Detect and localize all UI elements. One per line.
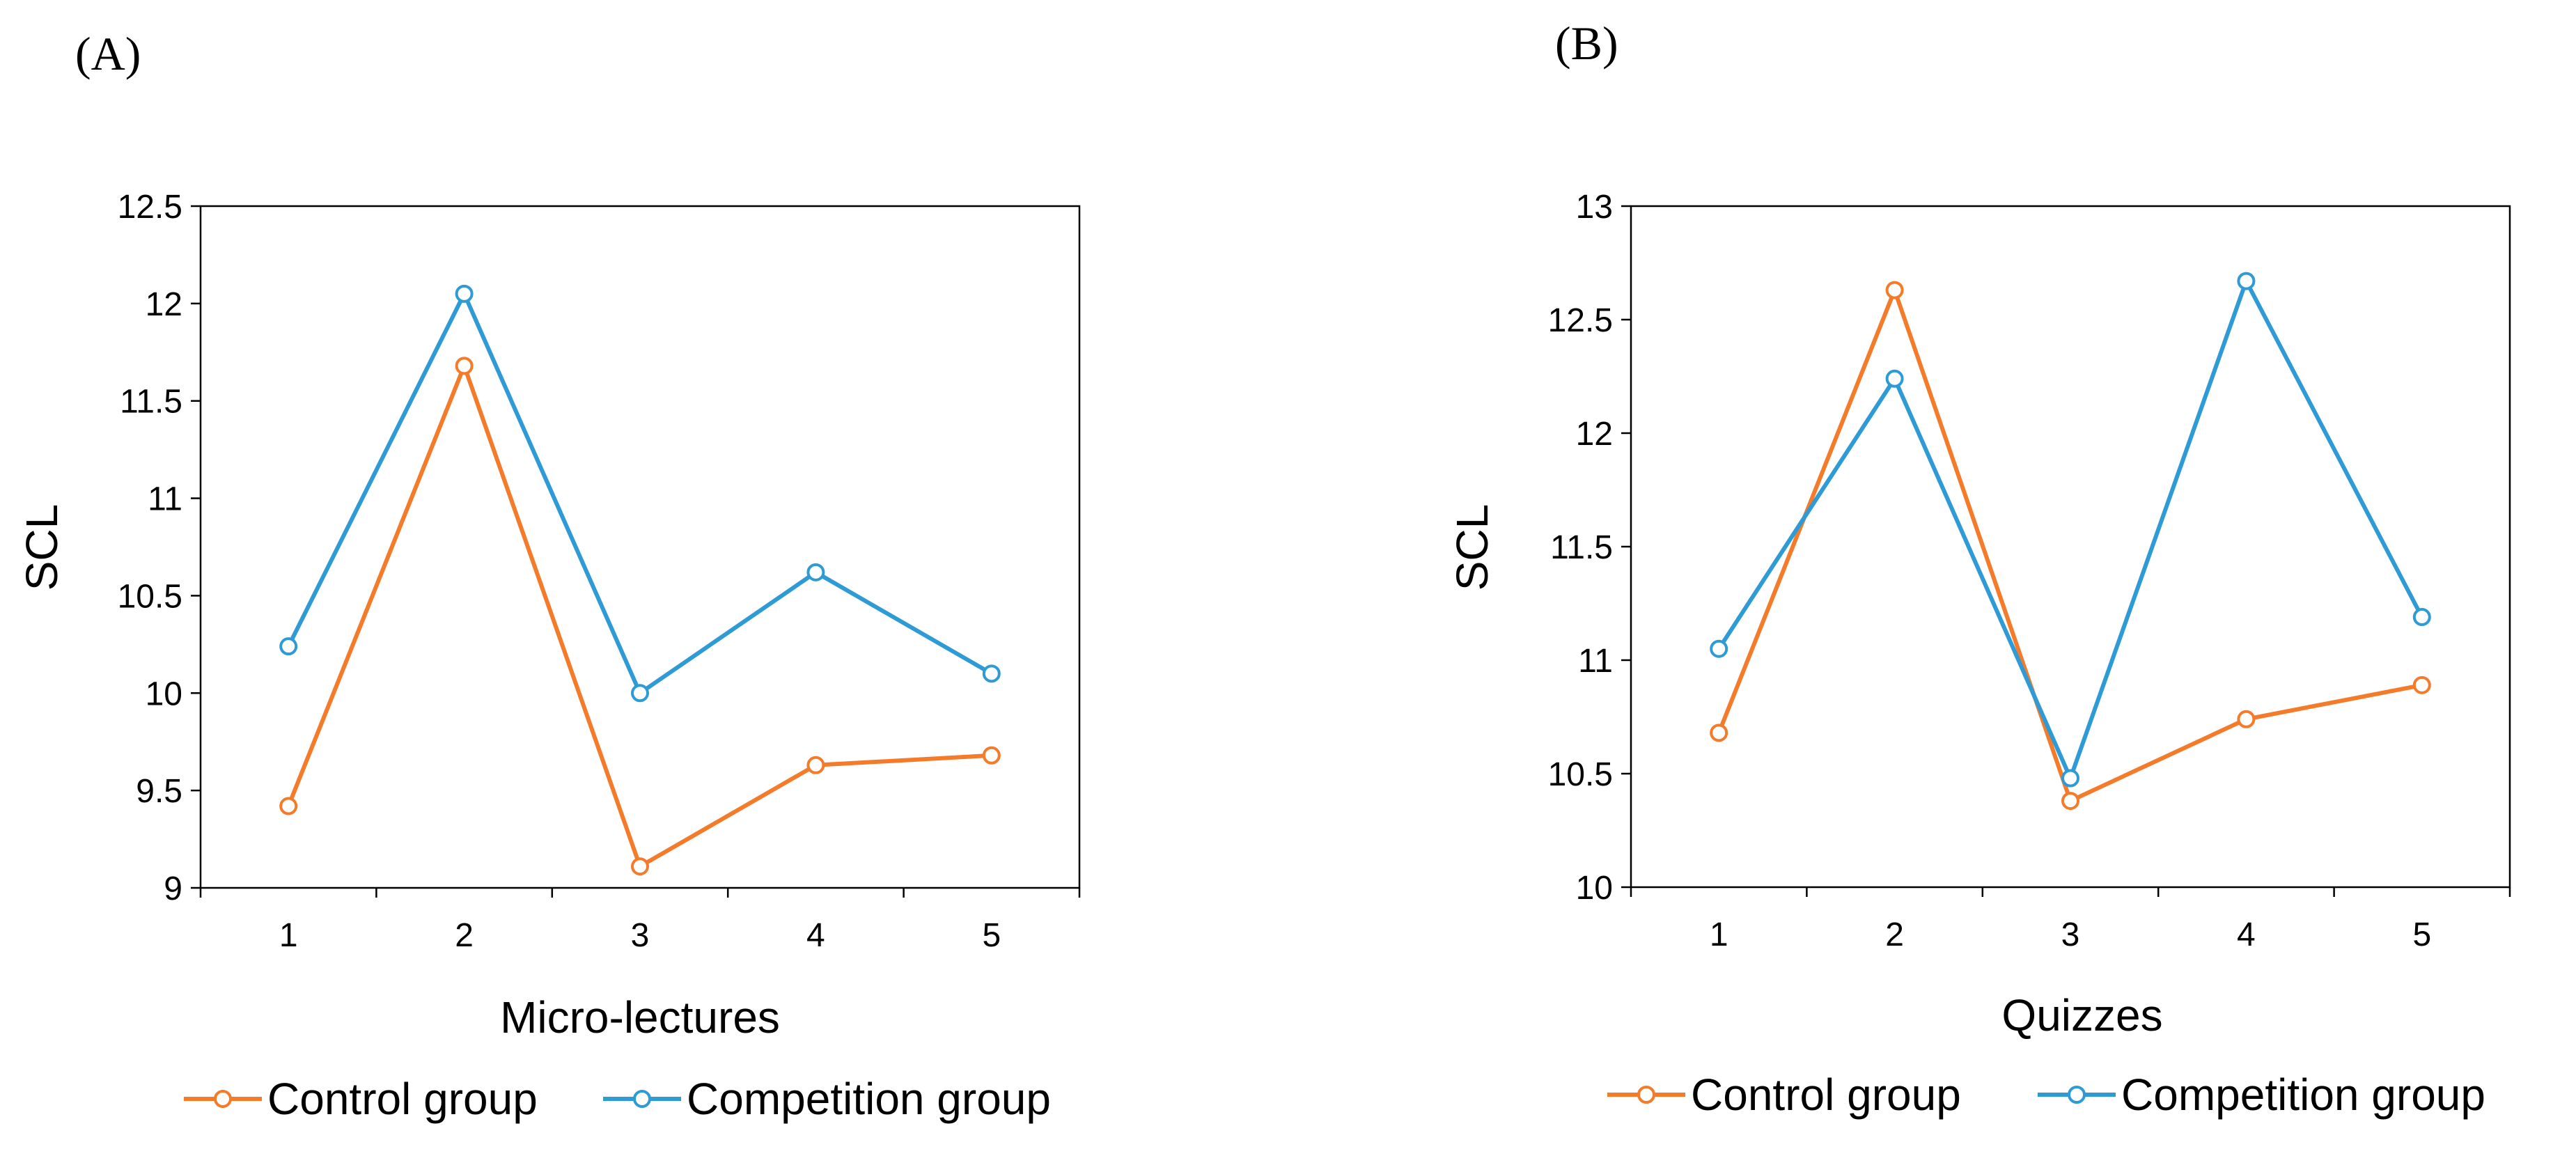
data-point-competition <box>279 637 298 656</box>
y-tick-label: 9.5 <box>136 773 182 810</box>
data-point-control <box>279 797 298 815</box>
x-axis-title-b: Quizzes <box>2001 990 2162 1040</box>
y-tick-label: 9 <box>164 870 182 907</box>
data-point-control <box>2061 792 2079 811</box>
y-tick-label: 12.5 <box>118 189 182 226</box>
data-point-competition <box>982 664 1001 683</box>
data-point-competition <box>2237 272 2256 290</box>
legend-item-control-b: Control group <box>1607 1070 1961 1120</box>
data-point-control <box>455 357 474 375</box>
x-tick-label: 2 <box>1885 916 1904 953</box>
series-layer-a <box>279 284 1001 876</box>
y-tick-label: 11.5 <box>120 384 182 421</box>
legend-label-competition-b: Competition group <box>2121 1070 2485 1120</box>
y-tick-label: 11.5 <box>1550 529 1613 566</box>
y-tick-label: 12 <box>1576 416 1613 453</box>
x-tick-label: 4 <box>806 917 825 954</box>
data-point-control <box>806 756 825 774</box>
y-tick-label: 13 <box>1576 189 1613 226</box>
data-point-competition <box>1710 639 1728 658</box>
x-tick-label: 2 <box>455 917 474 954</box>
data-point-competition <box>2412 608 2431 627</box>
data-point-control <box>2412 675 2431 694</box>
plot-area-a <box>199 205 1081 889</box>
data-point-competition <box>455 284 474 303</box>
panel-label-a: (A) <box>75 27 141 80</box>
legend-label-control-a: Control group <box>267 1074 538 1124</box>
legend-marker-control-a <box>214 1090 232 1108</box>
x-axis-b: 1 2 3 4 5 <box>1630 887 2511 953</box>
x-axis-a: 1 2 3 4 5 <box>199 888 1081 954</box>
y-tick-label: 11 <box>148 481 182 518</box>
x-tick-label: 4 <box>2237 916 2256 953</box>
x-tick-label: 1 <box>279 917 298 954</box>
y-axis-title-b: SCL <box>1447 504 1497 591</box>
legend-marker-control-b <box>1637 1086 1655 1104</box>
x-tick-label: 5 <box>982 917 1001 954</box>
y-tick-label: 10.5 <box>1548 756 1613 793</box>
data-point-competition <box>631 684 649 703</box>
series-layer-b <box>1710 272 2431 811</box>
legend-item-competition-a: Competition group <box>603 1074 1051 1124</box>
data-point-competition <box>2061 769 2079 788</box>
legend-label-control-b: Control group <box>1691 1070 1961 1120</box>
series-line-control <box>286 364 994 869</box>
data-point-control <box>982 746 1001 765</box>
y-axis-b: 10 10.5 11 11.5 12 12.5 13 <box>1548 189 1631 907</box>
x-tick-label: 3 <box>631 917 650 954</box>
y-tick-label: 12 <box>146 286 182 323</box>
x-tick-label: 5 <box>2412 916 2431 953</box>
y-axis-a: 9 9.5 10 10.5 11 11.5 12 12.5 <box>118 189 201 907</box>
x-tick-label: 1 <box>1710 916 1728 953</box>
legend-a: Control group Competition group <box>184 1074 1051 1124</box>
legend-item-control-a: Control group <box>184 1074 538 1124</box>
y-tick-label: 10 <box>146 675 182 712</box>
legend-item-competition-b: Competition group <box>2038 1070 2485 1120</box>
panel-label-b: (B) <box>1555 17 1618 70</box>
series-line-competition <box>286 291 994 696</box>
legend-b: Control group Competition group <box>1607 1070 2485 1120</box>
y-tick-label: 10 <box>1576 870 1613 907</box>
x-tick-label: 3 <box>2061 916 2080 953</box>
legend-label-competition-a: Competition group <box>687 1074 1051 1124</box>
legend-marker-competition-a <box>633 1090 651 1108</box>
series-line-control <box>1717 288 2424 804</box>
data-point-competition <box>806 563 825 581</box>
y-axis-title-a: SCL <box>17 504 67 591</box>
data-point-competition <box>1885 369 1904 388</box>
y-tick-label: 11 <box>1578 643 1613 680</box>
legend-marker-competition-b <box>2068 1086 2086 1104</box>
y-tick-label: 12.5 <box>1548 302 1613 339</box>
y-tick-label: 10.5 <box>118 578 182 615</box>
x-axis-title-a: Micro-lectures <box>500 992 780 1042</box>
data-point-control <box>1885 281 1904 299</box>
data-point-control <box>2237 710 2256 728</box>
data-point-control <box>631 857 649 876</box>
data-point-control <box>1710 724 1728 742</box>
